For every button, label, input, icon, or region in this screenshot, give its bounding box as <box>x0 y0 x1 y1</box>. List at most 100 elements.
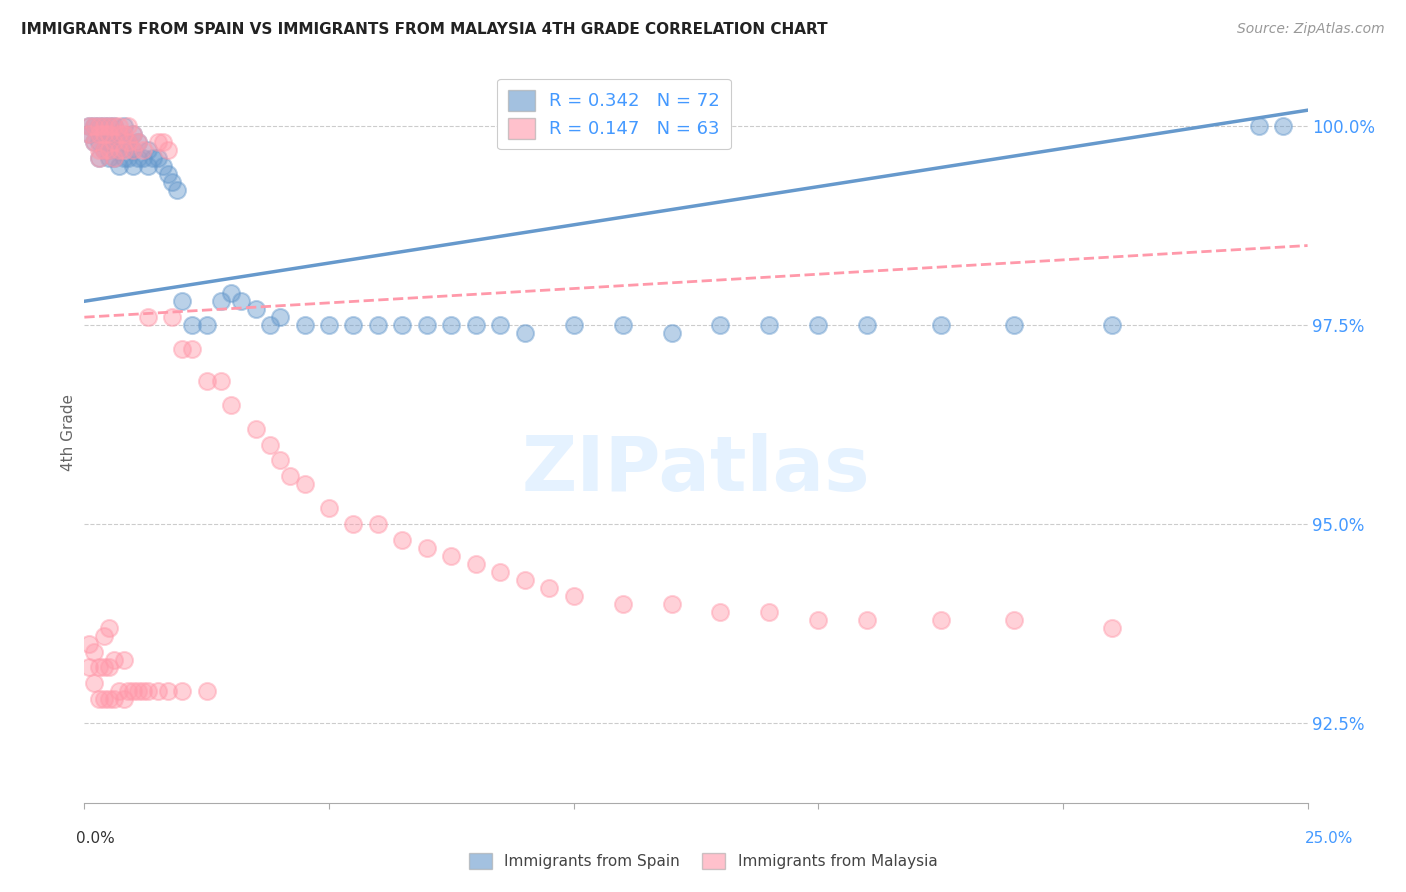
Point <box>87 692 110 706</box>
Point <box>107 684 129 698</box>
Point <box>146 684 169 698</box>
Point <box>162 310 184 325</box>
Point <box>152 135 174 149</box>
Point <box>77 127 100 141</box>
Point <box>440 549 463 563</box>
Point <box>318 501 340 516</box>
Point <box>318 318 340 333</box>
Point <box>156 143 179 157</box>
Point <box>112 135 135 149</box>
Point <box>181 342 204 356</box>
Text: IMMIGRANTS FROM SPAIN VS IMMIGRANTS FROM MALAYSIA 4TH GRADE CORRELATION CHART: IMMIGRANTS FROM SPAIN VS IMMIGRANTS FROM… <box>21 22 828 37</box>
Point <box>112 652 135 666</box>
Point <box>93 119 115 133</box>
Point <box>107 159 129 173</box>
Point <box>367 517 389 532</box>
Point <box>112 119 135 133</box>
Legend: Immigrants from Spain, Immigrants from Malaysia: Immigrants from Spain, Immigrants from M… <box>463 847 943 875</box>
Point <box>117 119 139 133</box>
Point <box>661 326 683 340</box>
Point <box>93 143 115 157</box>
Point <box>87 127 110 141</box>
Point <box>117 684 139 698</box>
Point <box>709 605 731 619</box>
Point <box>122 127 145 141</box>
Point <box>87 127 110 141</box>
Point <box>489 318 512 333</box>
Point <box>1002 318 1025 333</box>
Point <box>93 119 115 133</box>
Point <box>107 127 129 141</box>
Point <box>807 318 830 333</box>
Point <box>464 557 486 571</box>
Point <box>93 127 115 141</box>
Point <box>146 151 169 165</box>
Legend: R = 0.342   N = 72, R = 0.147   N = 63: R = 0.342 N = 72, R = 0.147 N = 63 <box>498 78 731 150</box>
Point <box>245 302 267 317</box>
Point <box>122 127 145 141</box>
Point <box>103 119 125 133</box>
Point <box>195 374 218 388</box>
Point <box>856 318 879 333</box>
Point <box>117 135 139 149</box>
Point <box>219 286 242 301</box>
Point <box>489 565 512 579</box>
Point <box>77 660 100 674</box>
Point <box>83 135 105 149</box>
Point <box>83 119 105 133</box>
Y-axis label: 4th Grade: 4th Grade <box>60 394 76 471</box>
Point <box>103 151 125 165</box>
Point <box>661 597 683 611</box>
Point <box>209 294 232 309</box>
Point <box>127 684 149 698</box>
Text: Source: ZipAtlas.com: Source: ZipAtlas.com <box>1237 22 1385 37</box>
Point <box>132 151 155 165</box>
Point <box>294 477 316 491</box>
Point <box>132 143 155 157</box>
Point <box>107 143 129 157</box>
Point <box>103 135 125 149</box>
Point <box>127 135 149 149</box>
Point <box>156 167 179 181</box>
Point <box>416 541 439 555</box>
Point <box>612 318 634 333</box>
Point <box>97 119 120 133</box>
Point <box>229 294 252 309</box>
Point <box>97 692 120 706</box>
Point <box>709 318 731 333</box>
Point <box>929 318 952 333</box>
Point <box>391 533 413 547</box>
Point <box>77 127 100 141</box>
Point <box>127 135 149 149</box>
Point <box>103 652 125 666</box>
Point <box>93 692 115 706</box>
Point <box>87 135 110 149</box>
Point <box>612 597 634 611</box>
Text: ZIPatlas: ZIPatlas <box>522 433 870 507</box>
Point <box>117 151 139 165</box>
Point <box>97 143 120 157</box>
Point <box>97 621 120 635</box>
Point <box>440 318 463 333</box>
Point <box>245 422 267 436</box>
Point <box>156 684 179 698</box>
Point <box>77 119 100 133</box>
Point <box>112 143 135 157</box>
Point <box>416 318 439 333</box>
Point <box>219 398 242 412</box>
Point <box>209 374 232 388</box>
Point <box>97 127 120 141</box>
Point <box>97 143 120 157</box>
Point <box>195 318 218 333</box>
Point <box>93 660 115 674</box>
Point <box>93 629 115 643</box>
Point <box>97 119 120 133</box>
Point <box>1002 613 1025 627</box>
Point <box>269 310 291 325</box>
Point <box>77 637 100 651</box>
Point <box>166 183 188 197</box>
Point <box>1101 621 1123 635</box>
Point <box>87 660 110 674</box>
Point <box>117 135 139 149</box>
Point <box>562 318 585 333</box>
